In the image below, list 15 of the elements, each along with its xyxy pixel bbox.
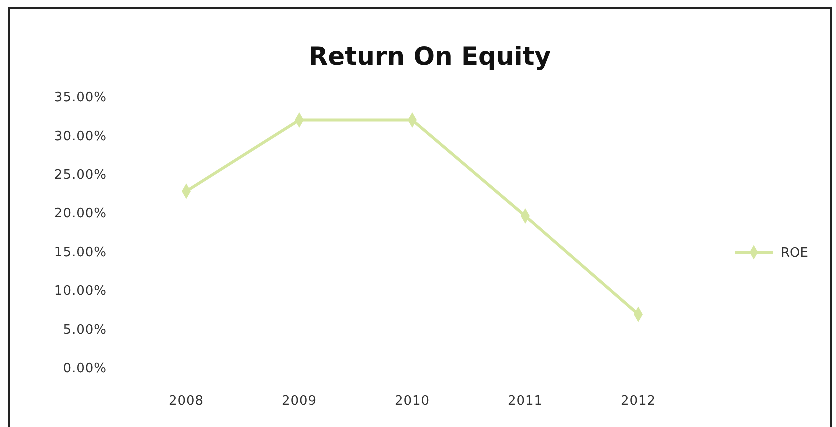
y-tick-label: 35.00% [54,90,107,106]
y-tick-label: 0.00% [63,362,107,377]
y-tick-label: 20.00% [54,206,107,222]
x-tick-label: 2009 [282,394,318,409]
y-tick-label: 10.00% [54,284,107,300]
y-tick-label: 30.00% [54,129,107,144]
chart-title: Return On Equity [308,42,552,71]
y-tick-label: 15.00% [54,245,107,260]
y-tick-label: 25.00% [54,168,107,183]
x-tick-label: 2010 [394,394,430,409]
x-tick-label: 2012 [620,394,656,409]
y-tick-label: 5.00% [63,322,107,338]
x-tick-label: 2008 [168,394,204,409]
x-tick-label: 2011 [508,394,544,409]
legend-label: ROE [781,246,808,262]
